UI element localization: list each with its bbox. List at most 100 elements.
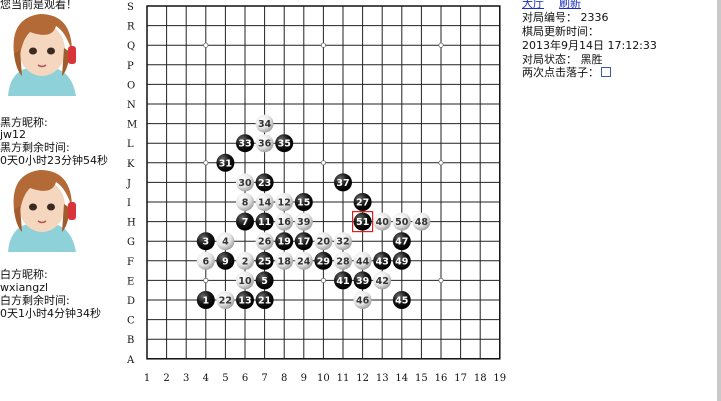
move-number: 26 <box>258 237 272 248</box>
stone-disc <box>412 212 431 231</box>
move-number: 21 <box>258 296 271 307</box>
move-number: 46 <box>356 296 370 307</box>
column-label: 1 <box>144 373 150 384</box>
move-number: 25 <box>258 256 271 267</box>
white-stone: 28 <box>334 251 352 270</box>
column-labels: 1 2 3 4 5 6 7 8 9 10 11 12 13 14 15 16 17 18 19 <box>144 373 506 384</box>
move-number: 43 <box>376 256 389 267</box>
stone-disc <box>334 251 352 270</box>
black-stone: 15 <box>294 193 313 211</box>
board-grid <box>146 5 501 360</box>
stone-disc <box>216 291 235 309</box>
stone-disc <box>236 291 254 309</box>
black-stone: 25 <box>255 251 274 270</box>
move-number: 13 <box>238 296 251 307</box>
stone-disc <box>373 251 392 270</box>
stone-disc <box>196 251 215 270</box>
stone-disc <box>255 114 274 133</box>
star-point <box>320 277 326 283</box>
scrollbar-track[interactable] <box>717 0 721 401</box>
row-label: P <box>127 61 134 72</box>
black-stone: 51 <box>352 211 374 233</box>
move-number: 3 <box>202 237 209 248</box>
star-point <box>438 160 444 166</box>
black-stone: 37 <box>334 173 352 192</box>
stone-disc <box>255 232 274 251</box>
update-time: 2013年9月14日 17:12:33 <box>522 39 657 52</box>
black-nick-label: 黑方昵称: <box>0 116 48 129</box>
move-number: 23 <box>258 178 271 189</box>
row-label: A <box>126 355 135 366</box>
stone-disc <box>353 251 372 270</box>
column-label: 7 <box>261 373 267 384</box>
white-stone: 36 <box>255 134 274 153</box>
column-label: 6 <box>242 373 248 384</box>
column-label: 8 <box>281 373 287 384</box>
white-stone: 18 <box>275 251 294 270</box>
nav-links: 大厅 刷新 <box>522 0 581 10</box>
move-number: 36 <box>258 139 272 150</box>
black-stone: 35 <box>275 134 294 153</box>
move-number: 37 <box>336 178 349 189</box>
row-label: R <box>127 22 135 33</box>
star-points <box>203 42 444 283</box>
move-number: 2 <box>242 256 249 267</box>
white-stone: 12 <box>275 193 294 211</box>
move-number: 41 <box>336 276 349 287</box>
black-stone: 39 <box>353 271 372 290</box>
stone-disc <box>353 193 372 211</box>
white-stone: 26 <box>255 232 274 251</box>
stone-disc <box>236 173 254 192</box>
black-stone: 29 <box>314 251 333 270</box>
stone-disc <box>255 291 274 309</box>
white-stone: 39 <box>294 212 313 231</box>
column-label: 4 <box>203 373 209 384</box>
stone-disc <box>392 251 411 270</box>
white-stone: 10 <box>236 271 254 290</box>
viewer-banner: 您当前是观看！ <box>0 0 77 11</box>
column-label: 12 <box>356 373 369 384</box>
white-stone: 14 <box>255 193 274 211</box>
column-label: 13 <box>376 373 389 384</box>
stone-disc <box>275 251 294 270</box>
column-label: 14 <box>395 373 408 384</box>
row-label: M <box>127 120 137 131</box>
row-label: Q <box>127 41 135 52</box>
refresh-link[interactable]: 刷新 <box>559 0 581 10</box>
move-number: 12 <box>278 198 291 209</box>
stone-disc <box>255 173 274 192</box>
move-number: 8 <box>242 198 249 209</box>
column-label: 10 <box>317 373 330 384</box>
stone-disc <box>294 232 313 251</box>
move-number: 11 <box>258 217 271 228</box>
row-label: D <box>127 296 135 307</box>
star-point <box>203 277 209 283</box>
column-label: 15 <box>415 373 428 384</box>
stone-disc <box>255 251 274 270</box>
column-label: 19 <box>493 373 506 384</box>
move-number: 19 <box>278 237 291 248</box>
move-number: 14 <box>258 198 272 209</box>
stone-disc <box>275 134 294 153</box>
stone-disc <box>275 232 294 251</box>
move-number: 44 <box>356 256 370 267</box>
white-time: 0天1小时4分钟34秒 <box>0 307 101 320</box>
row-label: H <box>127 218 136 229</box>
lobby-link[interactable]: 大厅 <box>522 0 544 10</box>
stone-disc <box>353 212 372 231</box>
white-nick-label: 白方昵称: <box>0 268 48 281</box>
star-point <box>438 277 444 283</box>
stone-disc <box>334 232 352 251</box>
stone-disc <box>353 291 372 309</box>
move-number: 4 <box>222 237 229 248</box>
black-time: 0天0小时23分钟54秒 <box>0 154 108 167</box>
double-click-checkbox[interactable] <box>601 67 611 77</box>
black-stone: 17 <box>294 232 313 251</box>
black-stone: 5 <box>255 271 274 290</box>
row-label: S <box>127 2 134 13</box>
row-label: E <box>127 276 134 287</box>
row-label: C <box>127 316 135 327</box>
last-move-marker <box>352 211 374 233</box>
black-nick: jw12 <box>0 128 27 141</box>
